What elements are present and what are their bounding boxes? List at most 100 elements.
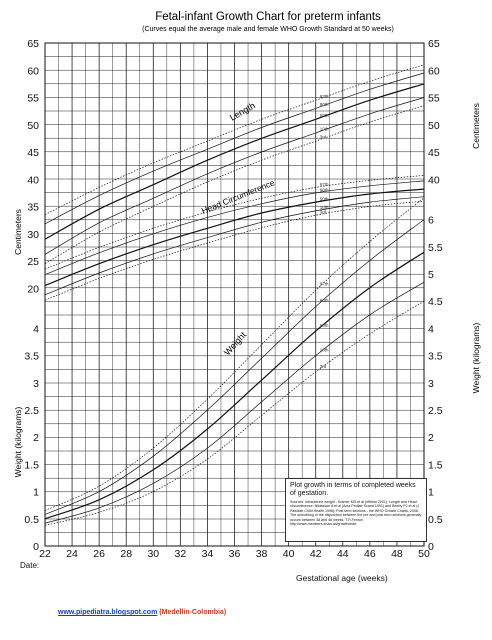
footer-credit: www.pipediatra.blogspot.com (Medellin-Co… [58,609,226,616]
head-curve-50th [44,188,425,287]
weight-pct-label: 90th [320,298,329,303]
x-tick-label: 22 [39,548,51,560]
cm-tick-label: 20 [27,283,39,295]
kg-right-tick-label: 2 [428,432,434,444]
cm-right-tick-label: 50 [428,120,440,132]
x-tick-label: 28 [120,548,132,560]
length-curve-3rd [44,105,425,265]
left-y-label-cm: Centimeters [13,209,23,255]
x-tick-label: 50 [418,548,430,560]
website-link[interactable]: www.pipediatra.blogspot.com [58,609,158,616]
percentile-curves [44,64,425,526]
kg-right-tick-label: 1.5 [428,459,443,471]
x-tick-label: 44 [337,548,349,560]
length-pct-label: 90th [320,102,329,107]
kg-tick-label: 2 [33,432,39,444]
kg-right-tick-label: 3 [428,378,434,390]
x-tick-label: 24 [66,548,78,560]
head-pct-label: 90th [320,187,329,192]
kg-tick-label: 2.5 [24,405,39,417]
kg-right-tick-label: 4 [428,323,434,335]
cm-tick-label: 45 [27,147,39,159]
length-curve-50th [44,83,425,240]
kg-right-ticks: 6 5.5 5 4.5 4 3.5 3 2.5 2 1.5 1 0.5 0 [428,215,443,553]
kg-right-tick-label: 4.5 [428,296,443,308]
weight-curve-label: Weight [222,330,248,358]
kg-right-tick-label: 0 [428,541,434,553]
kg-tick-label: 0.5 [24,514,39,526]
head-curve-3rd [44,200,425,301]
cm-right-ticks: 65 60 55 50 45 40 [428,38,440,186]
kg-tick-label: 0 [33,541,39,553]
x-tick-label: 38 [256,548,268,560]
x-axis-label: Gestational age (weeks) [296,573,388,583]
kg-right-tick-label: 5.5 [428,242,443,254]
length-curve-90th [44,72,425,225]
head-pct-label: 97th [320,182,329,187]
note-sources-text: Sources: Intrauterine weight - Kramer MS… [290,500,422,527]
kg-right-tick-label: 3.5 [428,351,443,363]
weight-pct-label: 97th [320,282,329,287]
cm-right-tick-label: 55 [428,93,440,105]
length-curve-10th [44,97,425,255]
head-curve-10th [44,196,425,296]
left-y-label-kg: Weight (kilograms) [13,406,23,477]
length-curve-label: Length [228,100,257,122]
x-tick-label: 46 [364,548,376,560]
kg-right-tick-label: 1 [428,487,434,499]
cm-right-tick-label: 65 [428,38,440,50]
x-tick-label: 32 [175,548,187,560]
weight-pct-label: 50th [320,323,329,328]
head-curve-97th [44,175,425,270]
kg-right-tick-label: 0.5 [428,514,443,526]
x-tick-label: 26 [93,548,105,560]
right-y-label-cm: Centimeters [471,103,481,149]
cm-tick-label: 30 [27,229,39,241]
head-pct-label: 10th [320,205,329,210]
head-pct-label: 50th [320,197,329,202]
x-tick-label: 48 [391,548,403,560]
kg-left-ticks: 4 3.5 3 2.5 2 1.5 1 0.5 0 [24,323,39,553]
head-pct-label: 3rd [320,210,327,215]
instruction-note: Plot growth in terms of completed weeks … [285,478,427,542]
cm-tick-label: 25 [27,256,39,268]
cm-tick-label: 40 [27,174,39,186]
kg-tick-label: 3 [33,378,39,390]
x-tick-label: 30 [147,548,159,560]
kg-tick-label: 1.5 [24,459,39,471]
date-label: Date: [20,561,40,570]
cm-right-tick-label: 45 [428,147,440,159]
kg-right-tick-label: 6 [428,215,434,227]
cm-right-tick-label: 60 [428,65,440,77]
x-axis-ticks: 22 24 26 28 30 32 34 36 38 40 42 44 46 48 50 [39,548,430,560]
weight-curve-10th [44,281,425,524]
length-pct-label: 3rd [320,135,327,140]
weight-curve-50th [44,251,425,520]
weight-pct-label: 10th [320,348,329,353]
right-y-label-kg: Weight (kilograms) [471,322,481,393]
kg-tick-label: 3.5 [24,351,39,363]
cm-tick-label: 35 [27,202,39,214]
location-text: (Medellin-Colombia) [159,609,227,616]
chart-title: Fetal-infant Growth Chart for preterm in… [155,11,381,23]
kg-right-tick-label: 2.5 [428,405,443,417]
chart-subtitle: (Curves equal the average male and femal… [142,26,394,33]
cm-tick-label: 65 [27,38,39,50]
weight-pct-label: 3rd [320,364,327,369]
grid [44,42,425,547]
head-curve-90th [44,180,425,275]
kg-right-tick-label: 5 [428,269,434,281]
length-pct-label: 50th [320,113,329,118]
x-tick-label: 34 [202,548,214,560]
cm-right-tick-label: 40 [428,174,440,186]
cm-tick-label: 55 [27,93,39,105]
length-curve-97th [44,64,425,216]
x-tick-label: 42 [310,548,322,560]
head-curve-label: Head Circumference [200,177,276,216]
axis-ticks: 22 24 26 28 30 32 34 36 38 40 42 44 46 48 50 656055504… [24,38,442,560]
x-tick-label: 40 [283,548,295,560]
cm-tick-label: 50 [27,120,39,132]
length-pct-label: 97th [320,94,329,99]
cm-left-ticks: 65 60 55 50 45 40 35 30 25 20 [27,38,39,295]
